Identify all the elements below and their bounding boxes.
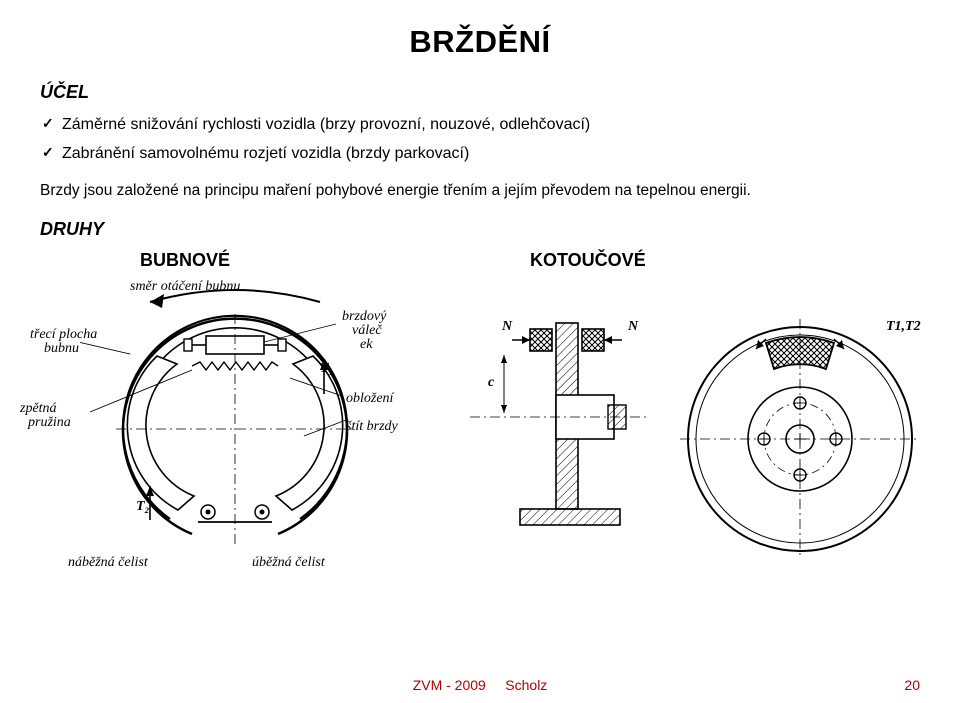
footer-page: 20 — [904, 677, 920, 693]
bullet-item: Zabránění samovolnému rozjetí vozidla (b… — [40, 142, 920, 165]
label-friction-surface-2: bubnu — [44, 341, 79, 357]
label-c: c — [488, 375, 494, 391]
bullet-item: Záměrné snižování rychlosti vozidla (brz… — [40, 113, 920, 136]
type-disc-label: KOTOUČOVÉ — [530, 250, 646, 271]
label-N-left: N — [502, 319, 512, 335]
label-N-right: N — [628, 319, 638, 335]
label-T1T2: T1,T2 — [886, 319, 921, 335]
section-purpose: ÚČEL — [40, 82, 920, 103]
label-brake-cyl-3: ek — [360, 337, 372, 353]
caliper-diagram — [460, 309, 660, 569]
label-T1: T₁ — [320, 361, 333, 377]
footer-right: Scholz — [505, 677, 547, 693]
type-drum-label: BUBNOVÉ — [140, 250, 230, 271]
purpose-list: Záměrné snižování rychlosti vozidla (brz… — [40, 113, 920, 165]
footer-left: ZVM - 2009 — [413, 677, 486, 693]
label-return-spring-2: pružina — [28, 415, 71, 431]
disc-front-diagram — [670, 299, 930, 579]
label-trailing-jaw: úběžná čelist — [252, 555, 325, 571]
label-leading-jaw: náběžná čelist — [68, 555, 148, 571]
label-drum-rotation: směr otáčení bubnu — [130, 279, 240, 295]
label-shield: štít brzdy — [346, 419, 398, 435]
body-text: Brzdy jsou založené na principu maření p… — [40, 179, 920, 202]
page-title: BRŽDĚNÍ — [40, 24, 920, 60]
label-T2: T₂ — [136, 499, 149, 515]
label-lining: obložení — [346, 391, 393, 407]
diagram-area: směr otáčení bubnu třecí plocha bubnu br… — [40, 279, 920, 589]
footer: ZVM - 2009 Scholz 20 — [0, 677, 960, 693]
section-types: DRUHY — [40, 219, 920, 240]
types-row: BUBNOVÉ KOTOUČOVÉ — [40, 250, 920, 271]
